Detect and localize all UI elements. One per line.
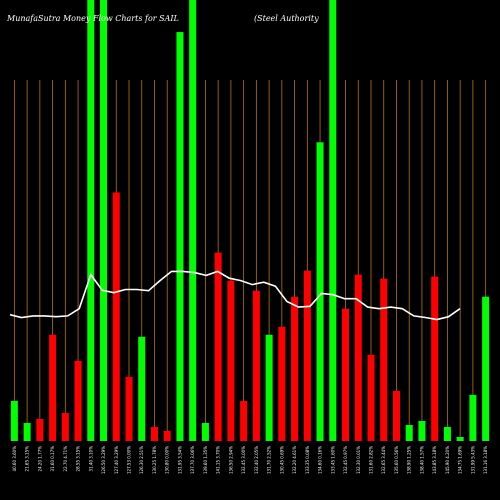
x-tick-label: 134.60 0.16% [318,446,323,474]
bar [380,278,388,441]
x-tick-label: 133.45 1.60% [330,446,335,474]
bar [431,276,439,441]
x-tick-label: 22.70 4.71% [63,446,68,472]
x-tick-label: 134.75 1.69% [458,446,463,474]
bar [150,426,158,441]
bar [100,0,108,441]
bar [303,270,311,441]
x-tick-label: 131.99 5.43% [470,446,475,474]
x-tick-label: 131.70 2.52% [267,446,272,474]
bar [10,400,18,441]
x-tick-label: 127.40 3.29% [114,446,119,474]
x-tick-label: 132.20 4.61% [292,446,297,474]
bar [329,0,337,441]
x-tick-label: 133.35 0.08% [305,446,310,474]
bar [176,32,184,442]
bar [291,296,299,441]
x-tick-label: 127.53 0.00% [127,446,132,474]
x-tick-label: 135.60 0.56% [394,446,399,474]
x-tick-label: 31.60 0.17% [50,446,55,472]
chart-subtitle: (Steel Authority [254,14,319,23]
bar [252,290,260,441]
chart-title: MunafaSutra Money Flow Charts for SAIL [6,14,179,23]
bar [354,274,362,441]
bar [278,326,286,441]
bar [482,296,490,441]
x-tick-label: 132.65 3.44% [381,446,386,474]
money-flow-line [9,270,461,321]
bar [61,412,69,441]
bar [456,436,464,441]
bar [201,422,209,441]
bar [342,308,350,441]
bar [125,376,133,441]
bar [36,418,44,441]
x-tick-label: 143.85 3.18% [432,446,437,474]
bar [418,420,426,441]
x-tick-label: 131.16 3.18% [483,446,488,474]
x-tick-label: 31.40 3.10% [88,446,93,472]
x-tick-label: 21.65 3.15% [25,446,30,472]
x-tick-label: 130.25 1.78% [152,446,157,474]
x-tick-label: 40.60 3.60% [12,446,17,472]
bar [23,422,31,441]
x-tick-label: 131.60 2.82% [369,446,374,474]
bar [74,360,82,441]
x-tick-label: 132.30 0.01% [356,446,361,474]
bar [227,280,235,441]
bar [316,142,324,441]
bar [214,252,222,441]
bar [405,424,413,441]
bar [138,336,146,441]
x-tick-label: 145.90 4.20% [445,446,450,474]
bar [240,400,248,441]
x-tick-label: 137.70 3.06% [190,446,195,474]
bar [469,394,477,441]
x-tick-label: 138.40 1.57% [419,446,424,474]
x-tick-label: 132.45 3.00% [241,446,246,474]
x-tick-label: 138.90 1.25% [407,446,412,474]
bar [112,192,120,441]
x-tick-label: 130.45 0.69% [279,446,284,474]
bar [87,0,95,441]
x-tick-label: 131.95 3.54% [177,446,182,474]
x-tick-label: 24.20 1.77% [37,446,42,472]
bar [443,426,451,441]
bar [265,334,273,441]
x-tick-label: 132.45 0.97% [343,446,348,474]
x-tick-labels: 40.60 3.60% 21.65 3.15% 24.20 1.77% 31.60 0… [12,446,488,474]
x-tick-label: 28.55 3.15% [76,446,81,472]
bar [189,0,197,441]
x-tick-label: 141.15 3.70% [216,446,221,474]
x-tick-label: 136.50 2.94% [228,446,233,474]
bar [163,430,171,441]
x-tick-label: 139.60 1.35% [203,446,208,474]
x-tick-label: 126.50 3.29% [101,446,106,474]
bar [392,390,400,441]
x-tick-label: 130.80 0.00% [165,446,170,474]
bar [49,334,57,441]
bar [367,354,375,441]
x-tick-label: 126.30 2.51% [139,446,144,474]
bars [10,0,490,442]
x-tick-label: 132.40 2.05% [254,446,259,474]
